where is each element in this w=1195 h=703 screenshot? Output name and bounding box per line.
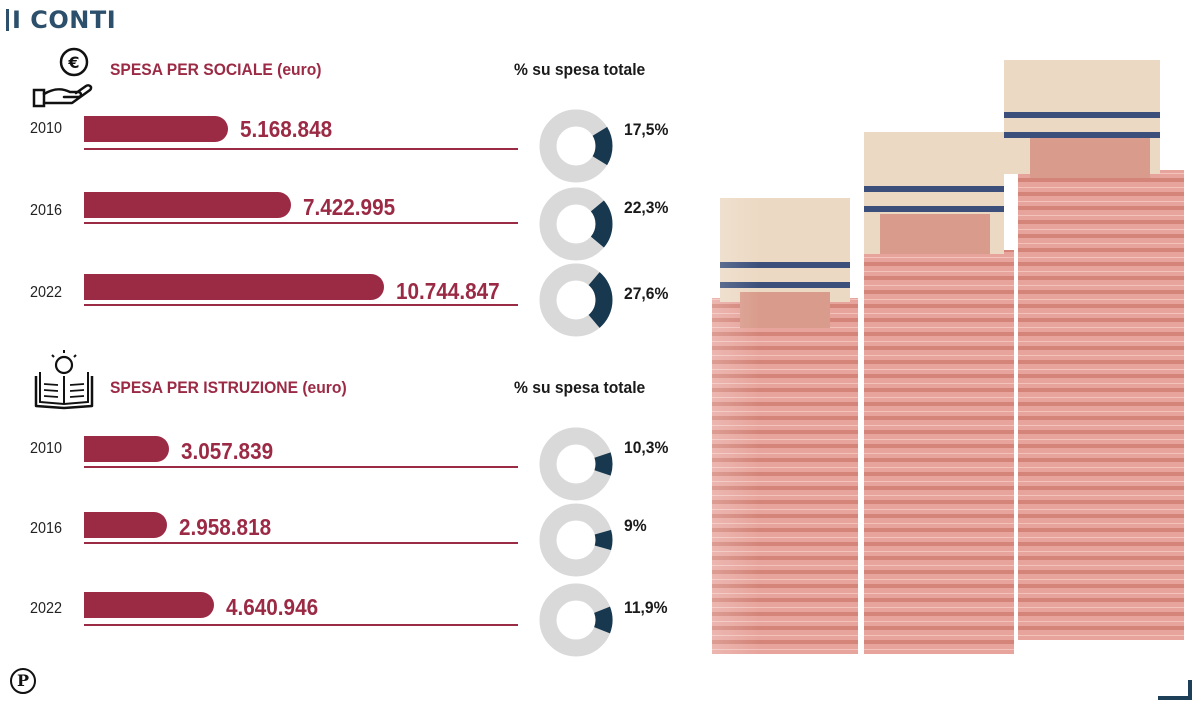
percent-header-education: % su spesa totale — [514, 378, 646, 397]
bar-education-2022 — [84, 592, 214, 618]
percent-donut — [539, 583, 613, 657]
bar-value-label: 7.422.995 — [303, 194, 396, 220]
bar-baseline — [84, 466, 518, 468]
book-lightbulb-icon — [34, 350, 94, 410]
percent-label: 9% — [624, 516, 647, 535]
donut-segment — [592, 126, 613, 166]
publisher-logo: P — [10, 668, 36, 694]
year-label: 2022 — [30, 284, 63, 301]
page-title-text: I CONTI — [12, 6, 117, 34]
bar-value-label: 5.168.848 — [240, 116, 333, 142]
year-label: 2010 — [30, 120, 63, 137]
donut-segment — [593, 606, 613, 634]
percent-header-social: % su spesa totale — [514, 60, 646, 79]
hand-euro-coin-icon: € — [32, 47, 93, 108]
year-label: 2010 — [30, 440, 63, 457]
percent-donut — [539, 187, 613, 261]
donut-track — [539, 109, 613, 183]
percent-label: 27,6% — [624, 284, 669, 303]
donut-segment — [590, 200, 613, 248]
percent-donut — [539, 263, 613, 337]
year-label: 2016 — [30, 520, 63, 537]
bar-social-2022 — [84, 274, 384, 300]
percent-donut — [539, 109, 613, 183]
percent-label: 22,3% — [624, 198, 669, 217]
percent-label: 11,9% — [624, 598, 668, 617]
bar-baseline — [84, 624, 518, 626]
percent-donut — [539, 427, 613, 501]
section-title-education: SPESA PER ISTRUZIONE (euro) — [110, 378, 347, 397]
percent-label: 10,3% — [624, 438, 669, 457]
bar-baseline — [84, 304, 518, 306]
corner-mark — [1158, 680, 1192, 700]
year-label: 2022 — [30, 600, 63, 617]
donut-segment — [594, 529, 613, 551]
year-label: 2016 — [30, 202, 63, 219]
bar-social-2016 — [84, 192, 291, 218]
donut-segment — [594, 452, 613, 476]
bar-baseline — [84, 542, 518, 544]
bar-social-2010 — [84, 116, 228, 142]
percent-donut — [539, 503, 613, 577]
bar-value-label: 2.958.818 — [179, 514, 272, 540]
bar-value-label: 4.640.946 — [226, 594, 319, 620]
bar-education-2010 — [84, 436, 169, 462]
percent-label: 17,5% — [624, 120, 669, 139]
title-accent-bar — [6, 9, 9, 31]
money-stack-tall — [1004, 60, 1184, 640]
money-stack-medium — [864, 132, 1014, 654]
donut-segment — [588, 272, 613, 328]
page-title: I CONTI — [6, 6, 116, 34]
section-title-social: SPESA PER SOCIALE (euro) — [110, 60, 322, 79]
bar-education-2016 — [84, 512, 167, 538]
svg-text:€: € — [67, 53, 79, 72]
bar-value-label: 3.057.839 — [181, 438, 274, 464]
bar-baseline — [84, 148, 518, 150]
bar-baseline — [84, 222, 518, 224]
bar-value-label: 10.744.847 — [396, 278, 500, 304]
